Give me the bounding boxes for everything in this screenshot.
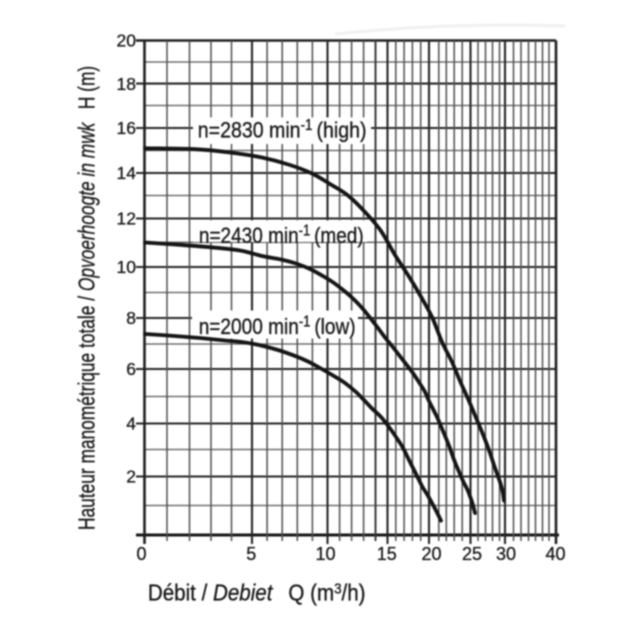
svg-text:Débit / Debiet Q (m3/h): Débit / Debiet Q (m3/h) (148, 579, 366, 605)
svg-text:2: 2 (126, 467, 136, 487)
svg-text:30: 30 (496, 544, 516, 564)
svg-text:14: 14 (117, 163, 137, 183)
svg-text:10: 10 (117, 257, 137, 277)
svg-text:10: 10 (315, 544, 335, 564)
svg-text:0: 0 (136, 544, 146, 564)
svg-text:6: 6 (126, 359, 136, 379)
svg-text:n=2000 min-1 (low): n=2000 min-1 (low) (199, 314, 356, 340)
svg-text:25: 25 (462, 544, 482, 564)
svg-text:20: 20 (117, 31, 137, 51)
svg-text:20: 20 (421, 544, 441, 564)
svg-text:Hauteur manométrique totale /: Hauteur manométrique totale / Opvoerhoog… (75, 66, 100, 530)
svg-text:4: 4 (126, 414, 136, 434)
svg-text:5: 5 (246, 544, 256, 564)
svg-text:12: 12 (117, 209, 136, 229)
svg-text:8: 8 (126, 308, 136, 328)
svg-text:16: 16 (117, 118, 136, 138)
svg-text:15: 15 (377, 544, 397, 564)
svg-text:18: 18 (117, 74, 136, 94)
svg-text:40: 40 (545, 544, 565, 564)
svg-text:n=2830 min-1 (high): n=2830 min-1 (high) (198, 117, 367, 143)
svg-text:n=2430 min-1 (med): n=2430 min-1 (med) (199, 223, 364, 249)
